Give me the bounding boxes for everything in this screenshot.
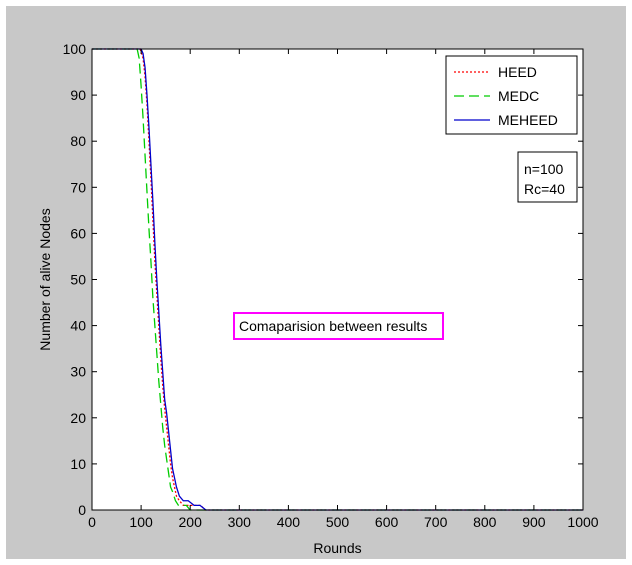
y-tick-label: 60 xyxy=(70,225,86,241)
y-tick-label: 30 xyxy=(70,364,86,380)
x-tick-label: 700 xyxy=(424,514,448,530)
y-tick-label: 50 xyxy=(70,272,86,288)
x-tick-label: 500 xyxy=(326,514,350,530)
y-tick-label: 100 xyxy=(63,41,87,57)
tick-labels-layer: 0 100 200 300 400 500 600 700 800 900 1000 0 10 20 30 4… xyxy=(63,41,599,530)
x-tick-label: 900 xyxy=(522,514,546,530)
x-tick-label: 600 xyxy=(375,514,399,530)
y-tick-label: 40 xyxy=(70,318,86,334)
x-tick-label: 300 xyxy=(228,514,252,530)
params-line: Rc=40 xyxy=(524,181,565,197)
y-axis-label: Number of alive Nodes xyxy=(37,208,53,350)
x-tick-label: 1000 xyxy=(567,514,598,530)
series-line-meheed xyxy=(92,48,583,511)
y-tick-label: 80 xyxy=(70,133,86,149)
y-tick-label: 0 xyxy=(78,502,86,518)
annotations: n=100 Rc=40 Comaparision between results xyxy=(233,151,578,340)
params-line: n=100 xyxy=(524,161,564,177)
y-tick-label: 70 xyxy=(70,179,86,195)
series-layer xyxy=(92,48,583,511)
x-tick-label: 0 xyxy=(88,514,96,530)
x-axis-label: Rounds xyxy=(313,540,361,556)
legend: HEED MEDC MEHEED xyxy=(445,55,578,135)
x-tick-label: 800 xyxy=(473,514,497,530)
legend-label-meheed: MEHEED xyxy=(498,112,558,128)
ticks-layer xyxy=(91,48,584,511)
y-tick-label: 10 xyxy=(70,456,86,472)
x-tick-label: 400 xyxy=(277,514,301,530)
legend-label-medc: MEDC xyxy=(498,88,539,104)
comparison-box xyxy=(233,312,444,340)
legend-box xyxy=(445,55,578,135)
series-line-medc xyxy=(92,48,583,511)
y-tick-label: 20 xyxy=(70,410,86,426)
y-tick-label: 90 xyxy=(70,87,86,103)
legend-label-heed: HEED xyxy=(498,64,537,80)
params-box xyxy=(517,151,578,203)
comparison-text: Comaparision between results xyxy=(239,318,427,334)
x-tick-label: 100 xyxy=(129,514,153,530)
x-tick-label: 200 xyxy=(179,514,203,530)
